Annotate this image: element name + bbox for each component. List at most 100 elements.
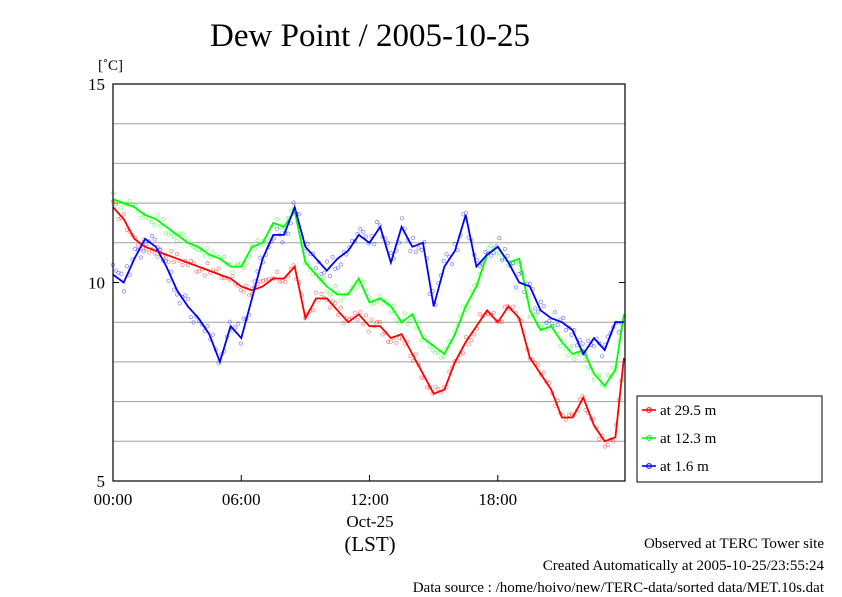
- sample-point: [402, 311, 407, 316]
- sample-point: [461, 212, 466, 217]
- sample-point: [122, 212, 127, 217]
- sample-point: [335, 265, 341, 270]
- sample-point: [163, 231, 168, 236]
- sample-point: [413, 352, 418, 357]
- sample-point: [141, 249, 146, 254]
- sample-point: [177, 301, 182, 306]
- sample-point: [616, 330, 621, 335]
- sample-point: [544, 320, 549, 325]
- sample-point: [497, 236, 502, 241]
- sample-point: [352, 310, 357, 315]
- sample-point: [385, 339, 391, 344]
- sample-point: [241, 265, 246, 271]
- sample-point: [497, 251, 502, 256]
- sample-point: [466, 341, 471, 347]
- sample-point: [424, 385, 430, 390]
- sample-point: [358, 226, 363, 231]
- sample-point: [172, 234, 177, 239]
- sample-point: [377, 319, 382, 325]
- x-tick-label: 00:00: [94, 490, 133, 509]
- sample-point: [410, 235, 416, 240]
- sample-point: [333, 283, 338, 289]
- plot-frame: [112, 83, 626, 482]
- sample-point: [330, 291, 335, 296]
- sample-point: [586, 365, 591, 370]
- footer-data-source: Data source : /home/hoivo/new/TERC-data/…: [412, 580, 824, 596]
- sample-point: [330, 299, 335, 304]
- sample-point: [160, 216, 166, 222]
- sample-point: [135, 243, 141, 248]
- sample-point: [488, 244, 494, 249]
- sample-point: [538, 299, 544, 304]
- sample-point: [591, 344, 596, 349]
- sample-point: [169, 249, 174, 254]
- sample-point: [405, 321, 410, 326]
- sample-point: [597, 373, 602, 378]
- sample-point: [499, 258, 505, 263]
- sample-point: [558, 343, 563, 349]
- sample-point: [152, 251, 157, 256]
- sample-point: [149, 219, 154, 225]
- x-tick-label: 12:00: [350, 490, 389, 509]
- sample-point: [377, 293, 382, 298]
- sample-point: [580, 341, 585, 346]
- sample-point: [122, 289, 127, 294]
- sample-point: [586, 338, 591, 343]
- y-axis-unit: [˚C]: [98, 58, 123, 74]
- sample-point: [258, 255, 263, 260]
- sample-point: [552, 310, 558, 315]
- sample-point: [152, 237, 157, 242]
- sample-point: [605, 372, 610, 378]
- sample-point: [238, 287, 243, 293]
- sample-point: [191, 320, 196, 325]
- sample-point: [388, 250, 393, 256]
- sample-point: [408, 248, 413, 254]
- sample-point: [238, 341, 243, 346]
- sample-point: [174, 251, 179, 257]
- sample-point: [374, 320, 380, 325]
- sample-point: [116, 270, 121, 275]
- sample-point: [205, 260, 210, 266]
- sample-point: [502, 247, 507, 252]
- sample-point: [552, 323, 558, 328]
- sample-point: [338, 262, 343, 267]
- series-line: [112, 198, 625, 388]
- sample-point: [419, 375, 424, 380]
- sample-point: [216, 266, 221, 271]
- sample-point: [533, 306, 538, 311]
- sample-point: [469, 338, 474, 343]
- sample-point: [327, 273, 332, 279]
- sample-point: [266, 235, 271, 240]
- sample-point: [310, 308, 316, 313]
- sample-point: [569, 343, 574, 348]
- sample-point: [330, 255, 335, 260]
- sample-point: [260, 278, 266, 283]
- sample-point: [227, 319, 232, 324]
- sample-point: [138, 255, 143, 260]
- sample-point: [338, 305, 343, 310]
- sample-point: [499, 256, 505, 261]
- sample-point: [516, 272, 521, 277]
- sample-point: [591, 377, 596, 382]
- sample-point: [541, 321, 546, 326]
- sample-point: [441, 258, 446, 264]
- sample-point: [283, 279, 288, 284]
- sample-point: [210, 332, 216, 337]
- sample-point: [358, 309, 363, 315]
- sample-point: [174, 292, 179, 297]
- sample-point: [274, 269, 280, 274]
- legend-swatch-marker: [646, 463, 652, 469]
- x-tick-label: 18:00: [478, 490, 517, 509]
- sample-point: [133, 202, 138, 207]
- sample-point: [274, 216, 280, 222]
- sample-point: [205, 324, 210, 329]
- sample-point: [505, 253, 510, 258]
- sample-point: [291, 200, 296, 205]
- sample-point: [366, 329, 371, 334]
- sample-point: [158, 247, 163, 252]
- sample-points-layer: [110, 191, 624, 449]
- sample-point: [255, 238, 260, 243]
- sample-point: [408, 353, 413, 359]
- sample-point: [566, 353, 571, 358]
